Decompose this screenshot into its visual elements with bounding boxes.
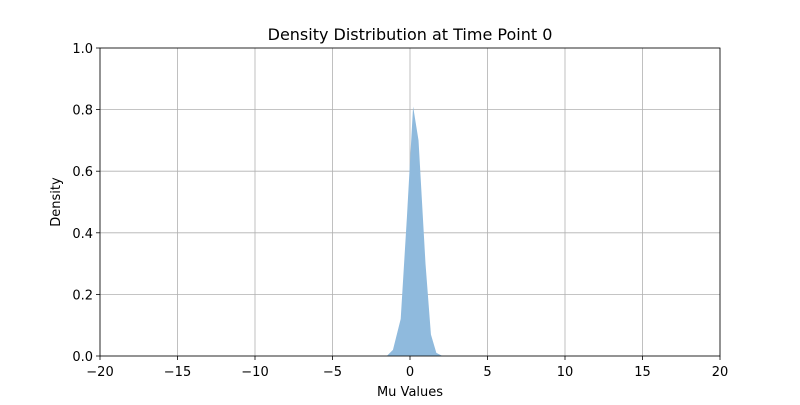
x-tick-label: −5 — [323, 365, 342, 380]
x-tick-label: 0 — [406, 365, 414, 380]
x-tick-label: 15 — [634, 365, 651, 380]
density-area-series — [386, 106, 443, 357]
y-axis-label: Density — [49, 177, 64, 227]
density-area — [386, 106, 443, 357]
y-tick-label: 0.8 — [72, 104, 93, 119]
x-tick-label: 5 — [483, 365, 491, 380]
y-tick-label: 0.0 — [72, 350, 93, 365]
chart-title: Density Distribution at Time Point 0 — [268, 25, 553, 44]
x-tick-label: −10 — [241, 365, 268, 380]
y-tick-label: 0.6 — [72, 165, 93, 180]
x-tick-label: −15 — [164, 365, 191, 380]
y-tick-label: 0.2 — [72, 288, 93, 303]
x-axis-label: Mu Values — [377, 385, 443, 400]
y-tick-label: 1.0 — [72, 42, 93, 57]
x-tick-label: 20 — [712, 365, 729, 380]
axis-ticks: −20 −15 −10 −5 0 5 10 15 20 0.0 0.2 0.4 0.6 0.8 1.0 — [72, 42, 728, 380]
y-tick-label: 0.4 — [72, 227, 93, 242]
x-tick-label: 10 — [557, 365, 574, 380]
x-tick-label: −20 — [86, 365, 113, 380]
